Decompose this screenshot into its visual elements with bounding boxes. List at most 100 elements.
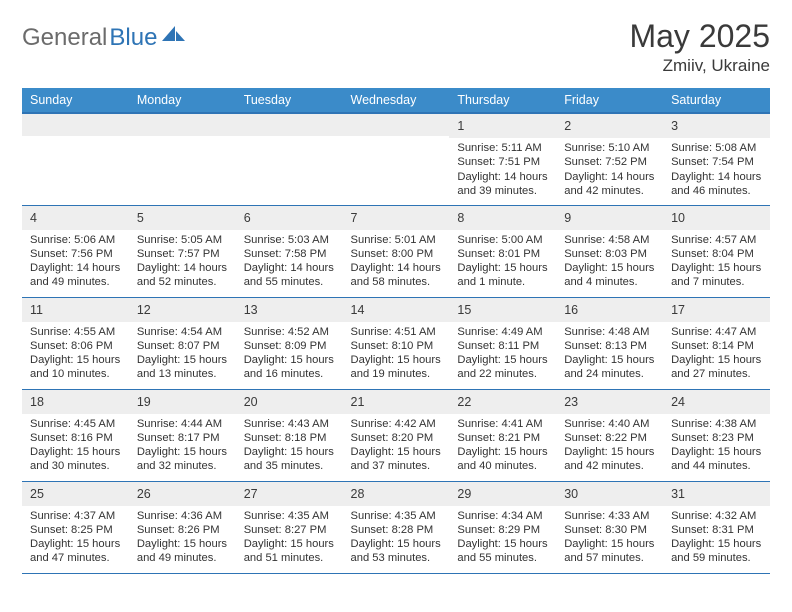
calendar-cell: 24Sunrise: 4:38 AMSunset: 8:23 PMDayligh… (663, 389, 770, 481)
day-data: Sunrise: 4:41 AMSunset: 8:21 PMDaylight:… (449, 414, 556, 476)
calendar-cell: 12Sunrise: 4:54 AMSunset: 8:07 PMDayligh… (129, 297, 236, 389)
day-number: 19 (137, 395, 151, 409)
day-number-band: 22 (449, 390, 556, 414)
day-number: 25 (30, 487, 44, 501)
day-data: Sunrise: 4:35 AMSunset: 8:28 PMDaylight:… (343, 506, 450, 568)
day-number: 21 (351, 395, 365, 409)
calendar-cell: 28Sunrise: 4:35 AMSunset: 8:28 PMDayligh… (343, 481, 450, 573)
day-data: Sunrise: 4:35 AMSunset: 8:27 PMDaylight:… (236, 506, 343, 568)
day-data: Sunrise: 4:49 AMSunset: 8:11 PMDaylight:… (449, 322, 556, 384)
day-number: 17 (671, 303, 685, 317)
calendar-page: GeneralBlue May 2025 Zmiiv, Ukraine Sund… (0, 0, 792, 584)
weekday-header: Sunday (22, 88, 129, 113)
weekday-header: Monday (129, 88, 236, 113)
empty-day-band (343, 114, 450, 136)
calendar-cell: 25 Sunrise: 4:37 AMSunset: 8:25 PMDayligh… (22, 481, 129, 573)
day-data: Sunrise: 5:05 AMSunset: 7:57 PMDaylight:… (129, 230, 236, 292)
day-number-band: 18 (22, 390, 129, 414)
logo: GeneralBlue (22, 18, 187, 52)
calendar-cell: 7 Sunrise: 5:01 AMSunset: 8:00 PMDaylight… (343, 205, 450, 297)
calendar-cell: 14Sunrise: 4:51 AMSunset: 8:10 PMDayligh… (343, 297, 450, 389)
day-data: Sunrise: 4:57 AMSunset: 8:04 PMDaylight:… (663, 230, 770, 292)
calendar-cell: 26 Sunrise: 4:36 AMSunset: 8:26 PMDayligh… (129, 481, 236, 573)
logo-text-blue: Blue (109, 24, 157, 52)
day-number-band: 14 (343, 298, 450, 322)
calendar-cell: 10Sunrise: 4:57 AMSunset: 8:04 PMDayligh… (663, 205, 770, 297)
day-number: 20 (244, 395, 258, 409)
calendar-row: 4Sunrise: 5:06 AMSunset: 7:56 PMDaylight… (22, 205, 770, 297)
day-data: Sunrise: 4:43 AMSunset: 8:18 PMDaylight:… (236, 414, 343, 476)
day-number-band: 11 (22, 298, 129, 322)
day-data: Sunrise: 4:34 AMSunset: 8:29 PMDaylight:… (449, 506, 556, 568)
day-data: Sunrise: 4:37 AMSunset: 8:25 PMDaylight:… (22, 506, 129, 568)
weekday-row: SundayMondayTuesdayWednesdayThursdayFrid… (22, 88, 770, 113)
calendar-body: 1 Sunrise: 5:11 AMSunset: 7:51 PMDaylight… (22, 113, 770, 573)
day-number: 13 (244, 303, 258, 317)
day-data: Sunrise: 5:10 AMSunset: 7:52 PMDaylight:… (556, 138, 663, 200)
day-data: Sunrise: 4:36 AMSunset: 8:26 PMDaylight:… (129, 506, 236, 568)
day-data: Sunrise: 4:40 AMSunset: 8:22 PMDaylight:… (556, 414, 663, 476)
day-number-band: 4 (22, 206, 129, 230)
day-number-band: 25 (22, 482, 129, 506)
calendar-thead: SundayMondayTuesdayWednesdayThursdayFrid… (22, 88, 770, 113)
day-number: 29 (457, 487, 471, 501)
weekday-header: Thursday (449, 88, 556, 113)
day-number-band: 17 (663, 298, 770, 322)
calendar-cell: 18Sunrise: 4:45 AMSunset: 8:16 PMDayligh… (22, 389, 129, 481)
calendar-cell: 4Sunrise: 5:06 AMSunset: 7:56 PMDaylight… (22, 205, 129, 297)
empty-day-band (236, 114, 343, 136)
day-number: 1 (457, 119, 464, 133)
day-number-band: 16 (556, 298, 663, 322)
calendar-row: 25 Sunrise: 4:37 AMSunset: 8:25 PMDayligh… (22, 481, 770, 573)
day-data: Sunrise: 4:42 AMSunset: 8:20 PMDaylight:… (343, 414, 450, 476)
day-number-band: 9 (556, 206, 663, 230)
day-data: Sunrise: 4:33 AMSunset: 8:30 PMDaylight:… (556, 506, 663, 568)
day-number: 22 (457, 395, 471, 409)
calendar-cell: 22 Sunrise: 4:41 AMSunset: 8:21 PMDayligh… (449, 389, 556, 481)
calendar-cell: 13 Sunrise: 4:52 AMSunset: 8:09 PMDayligh… (236, 297, 343, 389)
calendar-cell: 3Sunrise: 5:08 AMSunset: 7:54 PMDaylight… (663, 113, 770, 205)
calendar-cell: 15Sunrise: 4:49 AMSunset: 8:11 PMDayligh… (449, 297, 556, 389)
day-data: Sunrise: 5:11 AMSunset: 7:51 PMDaylight:… (449, 138, 556, 200)
day-number-band: 7 (343, 206, 450, 230)
calendar-cell: 6Sunrise: 5:03 AMSunset: 7:58 PMDaylight… (236, 205, 343, 297)
calendar-cell: 9Sunrise: 4:58 AMSunset: 8:03 PMDaylight… (556, 205, 663, 297)
calendar-cell: 5 Sunrise: 5:05 AMSunset: 7:57 PMDaylight… (129, 205, 236, 297)
day-number-band: 23 (556, 390, 663, 414)
calendar-cell (236, 113, 343, 205)
day-data: Sunrise: 4:52 AMSunset: 8:09 PMDaylight:… (236, 322, 343, 384)
day-number: 7 (351, 211, 358, 225)
calendar-cell: 16 Sunrise: 4:48 AMSunset: 8:13 PMDayligh… (556, 297, 663, 389)
day-number: 2 (564, 119, 571, 133)
day-number: 26 (137, 487, 151, 501)
calendar-cell: 29 Sunrise: 4:34 AMSunset: 8:29 PMDayligh… (449, 481, 556, 573)
day-number-band: 27 (236, 482, 343, 506)
calendar-cell: 27 Sunrise: 4:35 AMSunset: 8:27 PMDayligh… (236, 481, 343, 573)
empty-day-band (129, 114, 236, 136)
day-number-band: 24 (663, 390, 770, 414)
calendar-cell: 23Sunrise: 4:40 AMSunset: 8:22 PMDayligh… (556, 389, 663, 481)
day-number: 16 (564, 303, 578, 317)
title-block: May 2025 Zmiiv, Ukraine (629, 18, 770, 76)
calendar-cell (129, 113, 236, 205)
day-number-band: 12 (129, 298, 236, 322)
day-number: 24 (671, 395, 685, 409)
calendar-row: 18Sunrise: 4:45 AMSunset: 8:16 PMDayligh… (22, 389, 770, 481)
day-number-band: 8 (449, 206, 556, 230)
day-number-band: 28 (343, 482, 450, 506)
day-number-band: 29 (449, 482, 556, 506)
calendar-cell: 20 Sunrise: 4:43 AMSunset: 8:18 PMDayligh… (236, 389, 343, 481)
day-data: Sunrise: 5:01 AMSunset: 8:00 PMDaylight:… (343, 230, 450, 292)
day-number: 31 (671, 487, 685, 501)
day-number-band: 31 (663, 482, 770, 506)
day-number: 9 (564, 211, 571, 225)
day-number-band: 6 (236, 206, 343, 230)
day-number-band: 26 (129, 482, 236, 506)
day-number: 27 (244, 487, 258, 501)
day-data: Sunrise: 5:03 AMSunset: 7:58 PMDaylight:… (236, 230, 343, 292)
day-number: 4 (30, 211, 37, 225)
day-data: Sunrise: 4:48 AMSunset: 8:13 PMDaylight:… (556, 322, 663, 384)
day-number: 5 (137, 211, 144, 225)
weekday-header: Wednesday (343, 88, 450, 113)
day-number: 11 (30, 303, 43, 317)
